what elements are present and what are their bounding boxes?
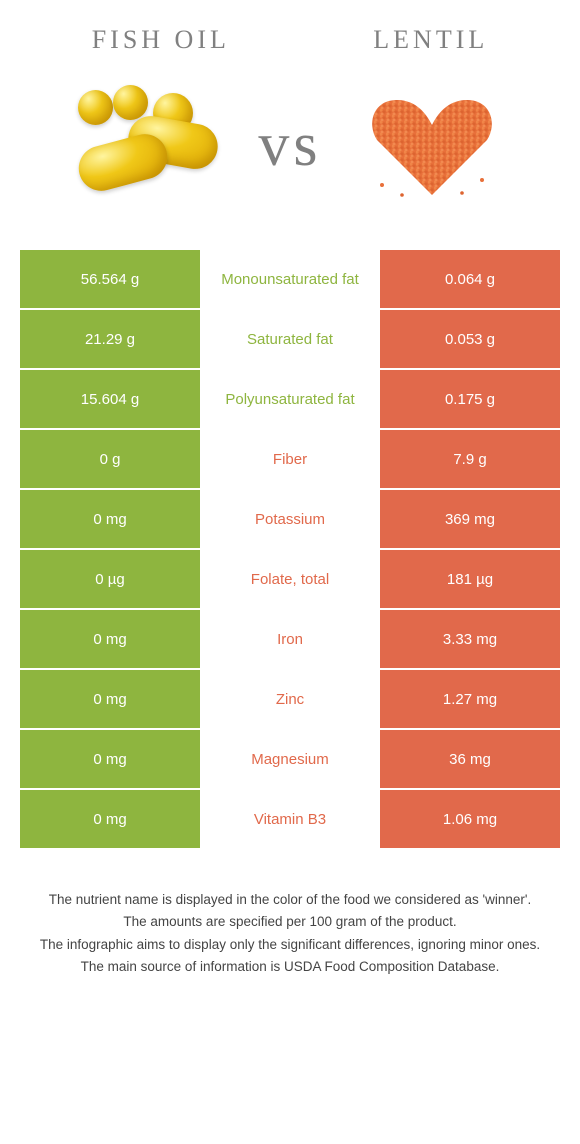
nutrient-name: Zinc bbox=[200, 670, 380, 730]
nutrient-name: Potassium bbox=[200, 490, 380, 550]
right-value: 1.06 mg bbox=[380, 790, 560, 850]
table-row: 0 mgPotassium369 mg bbox=[20, 490, 560, 550]
right-value: 0.064 g bbox=[380, 250, 560, 310]
left-value: 0 mg bbox=[20, 490, 200, 550]
lentil-heart-icon bbox=[362, 85, 502, 205]
right-value: 369 mg bbox=[380, 490, 560, 550]
table-row: 0 mgZinc1.27 mg bbox=[20, 670, 560, 730]
left-value: 0 g bbox=[20, 430, 200, 490]
table-row: 0 µgFolate, total181 µg bbox=[20, 550, 560, 610]
images-row: vs bbox=[0, 70, 580, 250]
right-food-image bbox=[332, 70, 532, 220]
nutrient-name: Polyunsaturated fat bbox=[200, 370, 380, 430]
left-food-title: Fish oil bbox=[92, 25, 230, 55]
nutrient-name: Magnesium bbox=[200, 730, 380, 790]
table-row: 15.604 gPolyunsaturated fat0.175 g bbox=[20, 370, 560, 430]
right-value: 0.175 g bbox=[380, 370, 560, 430]
nutrient-table: 56.564 gMonounsaturated fat0.064 g21.29 … bbox=[20, 250, 560, 850]
table-row: 0 mgMagnesium36 mg bbox=[20, 730, 560, 790]
right-value: 0.053 g bbox=[380, 310, 560, 370]
footer-line-2: The amounts are specified per 100 gram o… bbox=[30, 912, 550, 932]
header-titles: Fish oil Lentil bbox=[0, 0, 580, 70]
left-value: 0 mg bbox=[20, 790, 200, 850]
left-value: 56.564 g bbox=[20, 250, 200, 310]
table-row: 0 gFiber7.9 g bbox=[20, 430, 560, 490]
left-value: 0 µg bbox=[20, 550, 200, 610]
table-row: 0 mgVitamin B31.06 mg bbox=[20, 790, 560, 850]
footer-line-4: The main source of information is USDA F… bbox=[30, 957, 550, 977]
right-value: 1.27 mg bbox=[380, 670, 560, 730]
footer-line-1: The nutrient name is displayed in the co… bbox=[30, 890, 550, 910]
left-value: 0 mg bbox=[20, 610, 200, 670]
table-row: 0 mgIron3.33 mg bbox=[20, 610, 560, 670]
left-value: 21.29 g bbox=[20, 310, 200, 370]
nutrient-name: Folate, total bbox=[200, 550, 380, 610]
fish-oil-capsules-icon bbox=[68, 85, 228, 205]
footer-notes: The nutrient name is displayed in the co… bbox=[0, 850, 580, 977]
nutrient-name: Iron bbox=[200, 610, 380, 670]
left-value: 0 mg bbox=[20, 730, 200, 790]
left-value: 15.604 g bbox=[20, 370, 200, 430]
left-value: 0 mg bbox=[20, 670, 200, 730]
left-food-image bbox=[48, 70, 248, 220]
footer-line-3: The infographic aims to display only the… bbox=[30, 935, 550, 955]
nutrient-name: Fiber bbox=[200, 430, 380, 490]
right-value: 3.33 mg bbox=[380, 610, 560, 670]
right-food-title: Lentil bbox=[373, 25, 488, 55]
nutrient-name: Saturated fat bbox=[200, 310, 380, 370]
nutrient-name: Vitamin B3 bbox=[200, 790, 380, 850]
right-value: 181 µg bbox=[380, 550, 560, 610]
table-row: 56.564 gMonounsaturated fat0.064 g bbox=[20, 250, 560, 310]
vs-label: vs bbox=[258, 110, 321, 181]
right-value: 36 mg bbox=[380, 730, 560, 790]
table-row: 21.29 gSaturated fat0.053 g bbox=[20, 310, 560, 370]
nutrient-name: Monounsaturated fat bbox=[200, 250, 380, 310]
right-value: 7.9 g bbox=[380, 430, 560, 490]
